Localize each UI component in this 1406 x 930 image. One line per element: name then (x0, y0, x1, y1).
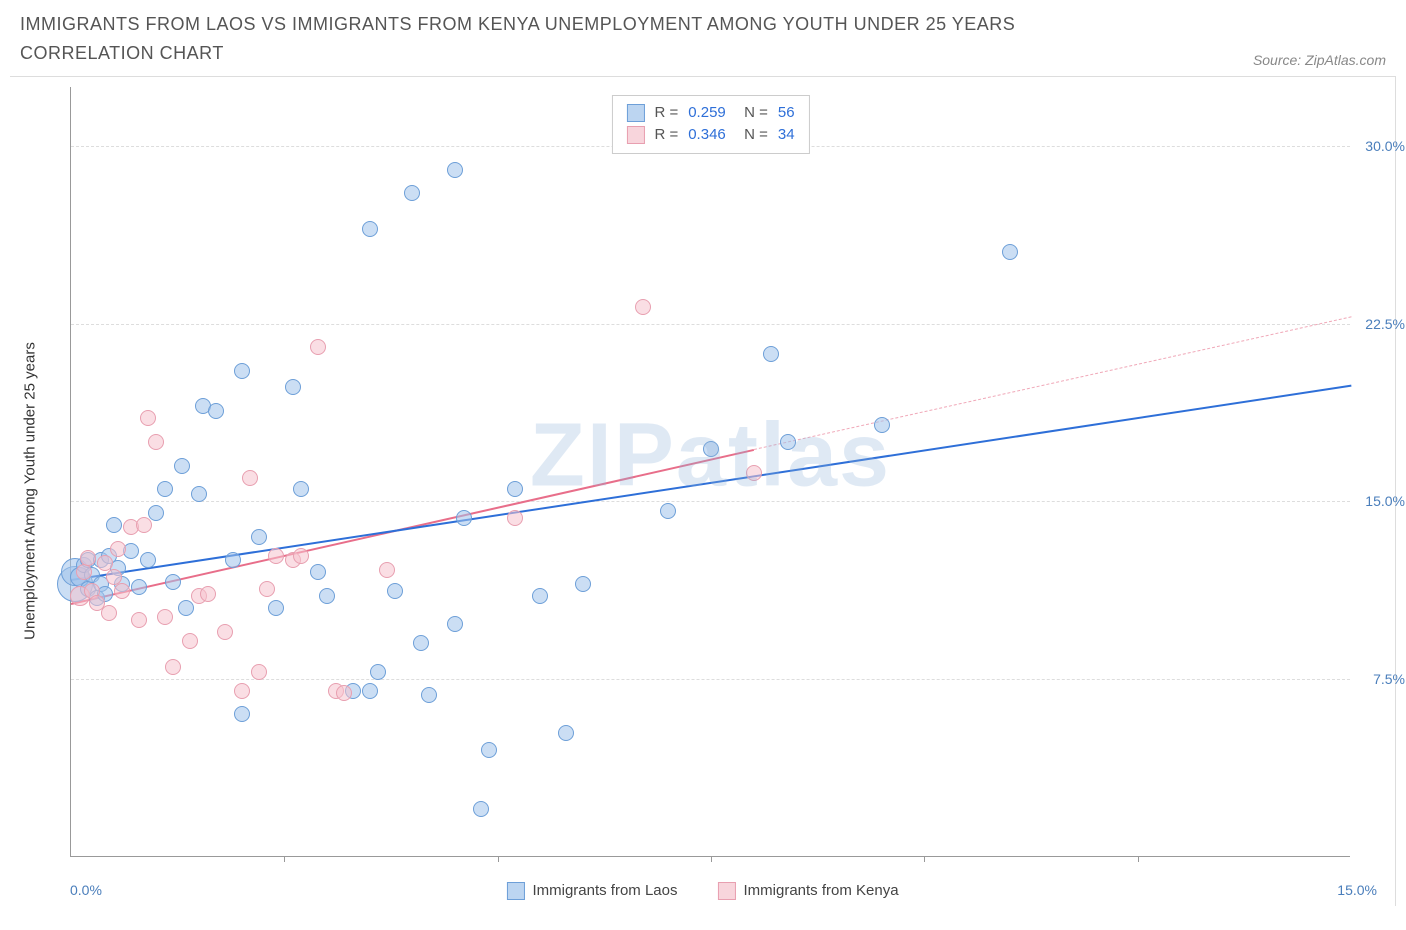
swatch-pink-icon (626, 126, 644, 144)
scatter-point (763, 346, 779, 362)
scatter-point (165, 574, 181, 590)
legend-item-laos: Immigrants from Laos (506, 882, 677, 900)
scatter-point (234, 683, 250, 699)
scatter-point (780, 434, 796, 450)
scatter-point (336, 685, 352, 701)
y-tick-label: 7.5% (1373, 671, 1405, 687)
scatter-point (242, 470, 258, 486)
scatter-point (106, 517, 122, 533)
scatter-point (165, 659, 181, 675)
scatter-point (174, 458, 190, 474)
scatter-point (507, 510, 523, 526)
scatter-point (635, 299, 651, 315)
scatter-point (80, 550, 96, 566)
scatter-point (473, 801, 489, 817)
scatter-point (140, 552, 156, 568)
scatter-point (319, 588, 335, 604)
scatter-point (362, 221, 378, 237)
scatter-point (251, 664, 267, 680)
scatter-point (178, 600, 194, 616)
scatter-point (293, 481, 309, 497)
scatter-point (157, 481, 173, 497)
scatter-point (481, 742, 497, 758)
scatter-point (251, 529, 267, 545)
scatter-point (387, 583, 403, 599)
y-axis-title: Unemployment Among Youth under 25 years (22, 342, 39, 640)
x-tick (924, 856, 925, 862)
chart-header: IMMIGRANTS FROM LAOS VS IMMIGRANTS FROM … (10, 10, 1396, 68)
scatter-point (110, 541, 126, 557)
x-tick (711, 856, 712, 862)
scatter-point (310, 564, 326, 580)
y-tick-label: 15.0% (1365, 493, 1405, 509)
y-tick-label: 30.0% (1365, 138, 1405, 154)
scatter-point (114, 583, 130, 599)
chart-title: IMMIGRANTS FROM LAOS VS IMMIGRANTS FROM … (20, 10, 1120, 68)
scatter-point (285, 379, 301, 395)
legend-row-pink: R = 0.346 N = 34 (626, 124, 794, 147)
scatter-point (268, 600, 284, 616)
scatter-point (191, 486, 207, 502)
scatter-point (370, 664, 386, 680)
scatter-point (558, 725, 574, 741)
swatch-blue-icon (626, 104, 644, 122)
scatter-point (234, 706, 250, 722)
x-axis-max-label: 15.0% (1337, 882, 1377, 898)
scatter-point (507, 481, 523, 497)
gridline (71, 501, 1350, 502)
scatter-point (225, 552, 241, 568)
scatter-point (234, 363, 250, 379)
scatter-point (413, 635, 429, 651)
scatter-point (76, 564, 92, 580)
scatter-point (575, 576, 591, 592)
scatter-point (157, 609, 173, 625)
x-tick (498, 856, 499, 862)
scatter-point (293, 548, 309, 564)
scatter-point (200, 586, 216, 602)
scatter-point (447, 616, 463, 632)
scatter-point (148, 505, 164, 521)
scatter-point (746, 465, 762, 481)
scatter-point (1002, 244, 1018, 260)
scatter-point (136, 517, 152, 533)
scatter-point (404, 185, 420, 201)
source-attribution: Source: ZipAtlas.com (1253, 52, 1386, 68)
scatter-point (532, 588, 548, 604)
swatch-pink-icon (718, 882, 736, 900)
scatter-point (101, 605, 117, 621)
scatter-point (421, 687, 437, 703)
chart-container: Unemployment Among Youth under 25 years … (10, 76, 1396, 906)
scatter-point (456, 510, 472, 526)
series-legend: Immigrants from Laos Immigrants from Ken… (506, 882, 898, 900)
scatter-point (362, 683, 378, 699)
plot-area: ZIPatlas R = 0.259 N = 56 R = 0.346 N = … (70, 87, 1350, 857)
gridline (71, 679, 1350, 680)
scatter-point (148, 434, 164, 450)
swatch-blue-icon (506, 882, 524, 900)
scatter-point (703, 441, 719, 457)
scatter-point (379, 562, 395, 578)
x-tick (284, 856, 285, 862)
scatter-point (874, 417, 890, 433)
scatter-point (660, 503, 676, 519)
scatter-point (140, 410, 156, 426)
gridline (71, 324, 1350, 325)
scatter-point (259, 581, 275, 597)
scatter-point (208, 403, 224, 419)
scatter-point (131, 579, 147, 595)
scatter-point (182, 633, 198, 649)
legend-row-blue: R = 0.259 N = 56 (626, 102, 794, 125)
scatter-point (310, 339, 326, 355)
x-axis-min-label: 0.0% (70, 882, 102, 898)
legend-item-kenya: Immigrants from Kenya (718, 882, 899, 900)
scatter-point (268, 548, 284, 564)
scatter-point (217, 624, 233, 640)
correlation-legend: R = 0.259 N = 56 R = 0.346 N = 34 (611, 95, 809, 154)
x-tick (1138, 856, 1139, 862)
scatter-point (131, 612, 147, 628)
trend-line (71, 385, 1351, 581)
y-tick-label: 22.5% (1365, 316, 1405, 332)
scatter-point (447, 162, 463, 178)
